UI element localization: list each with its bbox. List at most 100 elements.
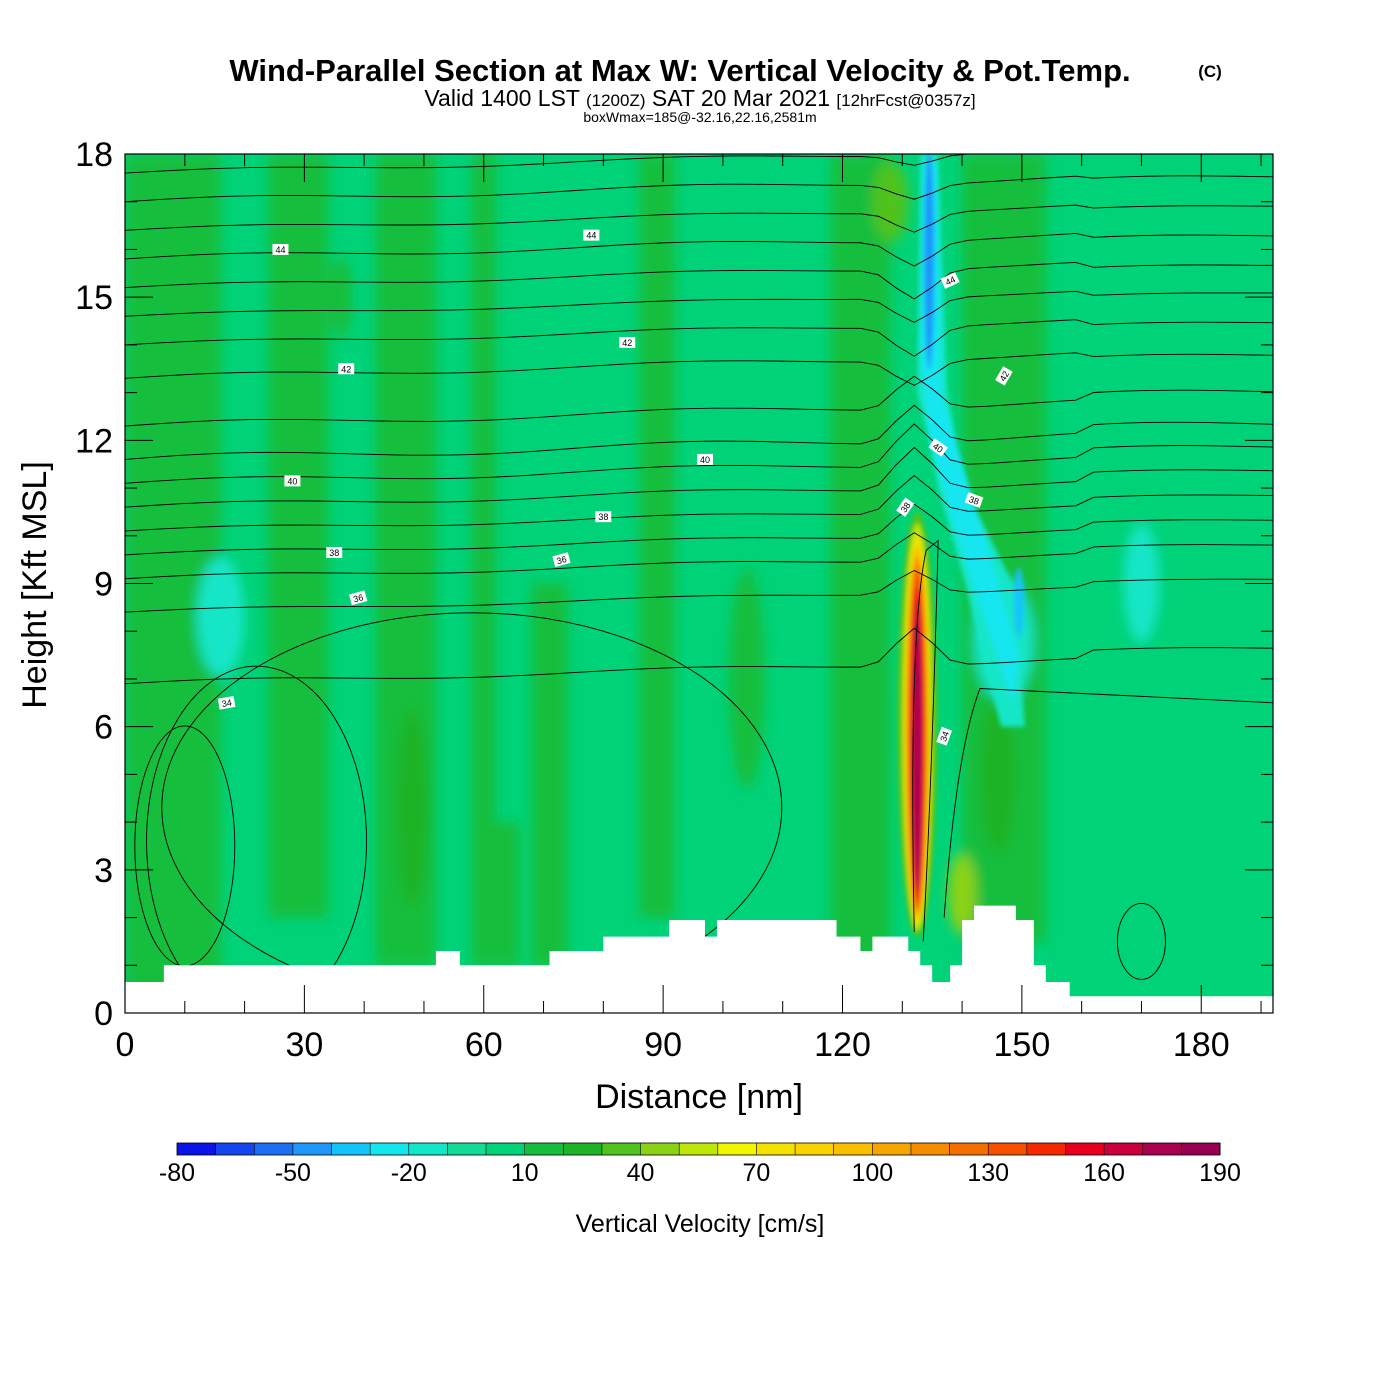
contour-labels: 44 44 44 42 42 42 40 40 40 38 38 38 38 36 36 34 34 xyxy=(217,229,1013,746)
box-wmax-note: boxWmax=185@-32.16,22.16,2581m xyxy=(583,109,816,125)
contour-label-text: 44 xyxy=(586,231,596,241)
contour-label-box xyxy=(338,363,355,375)
contour-label: 44 xyxy=(272,243,289,255)
valid-time-line: Valid 1400 LST (1200Z) SAT 20 Mar 2021 [… xyxy=(424,85,975,111)
contour-label-text: 38 xyxy=(899,500,913,514)
colorbar-tick-label: -50 xyxy=(275,1159,311,1187)
theta-contour xyxy=(125,290,1273,323)
colorbar-swatch xyxy=(524,1143,564,1155)
axis-ticks xyxy=(125,154,1273,1013)
x-tick-label: 90 xyxy=(644,1026,682,1064)
contour-label: 44 xyxy=(940,272,960,289)
contour-label-box xyxy=(552,552,571,568)
colorbar-swatch xyxy=(795,1143,835,1155)
theta-contour-lee xyxy=(943,688,1273,918)
colorbar-swatch xyxy=(679,1143,719,1155)
contour-label-box xyxy=(284,475,301,487)
field-blob xyxy=(728,568,765,789)
contour-label: 44 xyxy=(583,229,600,241)
theta-contour xyxy=(125,204,1273,233)
theta-contour xyxy=(125,154,975,174)
colorbar-tick-label: 190 xyxy=(1199,1159,1241,1187)
colorbar: -80 -50 -20 10 40 70 100 130 160 190 xyxy=(159,1142,1241,1187)
contour-label-text: 36 xyxy=(555,554,567,566)
colorbar-swatch xyxy=(408,1143,448,1155)
x-tick-label: 120 xyxy=(814,1026,871,1064)
theta-contour-closed xyxy=(1117,902,1166,980)
contour-label-text: 38 xyxy=(329,548,339,558)
colorbar-label: Vertical Velocity [cm/s] xyxy=(576,1210,825,1238)
colorbar-swatch xyxy=(1142,1143,1182,1155)
contour-label-text: 34 xyxy=(938,730,951,743)
valid-prefix: Valid 1400 LST xyxy=(424,85,580,111)
field-blob xyxy=(979,694,1016,855)
contour-label-box xyxy=(272,243,289,255)
theta-contour-updraft xyxy=(912,539,939,942)
colorbar-swatch xyxy=(177,1143,217,1155)
contour-label: 42 xyxy=(338,363,355,375)
y-tick-label: 3 xyxy=(94,852,113,890)
downdraft-core xyxy=(924,154,935,369)
contour-label-text: 42 xyxy=(998,369,1012,383)
field-band xyxy=(471,154,496,966)
contour-label-text: 34 xyxy=(221,698,233,710)
copyright-mark: (C) xyxy=(1198,62,1222,81)
y-tick-label: 9 xyxy=(94,566,113,604)
contour-label-text: 42 xyxy=(622,338,632,348)
contour-label-box xyxy=(349,590,368,606)
y-tick-label: 6 xyxy=(94,709,113,747)
colorbar-swatch xyxy=(872,1143,912,1155)
velocity-field xyxy=(125,154,1160,1013)
downdraft-secondary xyxy=(1013,567,1024,638)
y-axis-label: Height [Kft MSL] xyxy=(16,461,54,709)
contour-label: 42 xyxy=(995,366,1013,386)
colorbar-swatch xyxy=(949,1143,989,1155)
contour-label-box xyxy=(595,511,612,523)
colorbar-swatch xyxy=(486,1143,526,1155)
contour-label-box xyxy=(326,546,343,558)
valid-utc: (1200Z) xyxy=(586,91,646,110)
colorbar-swatch xyxy=(447,1143,487,1155)
colorbar-swatch xyxy=(910,1143,951,1155)
valid-date: SAT 20 Mar 2021 xyxy=(652,85,830,111)
contour-label-text: 40 xyxy=(287,476,297,486)
colorbar-swatch xyxy=(292,1143,333,1155)
colorbar-swatch xyxy=(988,1143,1028,1155)
colorbar-swatch xyxy=(717,1143,757,1155)
colorbar-swatch xyxy=(1026,1143,1066,1155)
contour-label-box xyxy=(940,272,960,289)
contour-label-box xyxy=(696,453,713,465)
colorbar-tick-label: 130 xyxy=(967,1159,1009,1187)
field-blob xyxy=(196,556,245,677)
x-tick-label: 60 xyxy=(465,1026,503,1064)
colorbar-swatch xyxy=(331,1143,371,1155)
colorbar-tick-label: 10 xyxy=(511,1159,539,1187)
forecast-info: [12hrFcst@0357z] xyxy=(836,91,975,110)
contour-label: 38 xyxy=(595,511,612,523)
y-tick-labels: 0 3 6 9 12 15 18 xyxy=(75,136,113,1033)
colorbar-tick-label: -80 xyxy=(159,1159,195,1187)
contour-label: 40 xyxy=(928,438,948,457)
theta-contour xyxy=(125,474,1273,532)
field-blob xyxy=(1123,523,1160,644)
contour-label-text: 44 xyxy=(944,274,957,287)
y-tick-label: 0 xyxy=(94,995,113,1033)
field-blob xyxy=(872,161,909,242)
theta-contour xyxy=(125,446,1273,508)
colorbar-swatch xyxy=(640,1143,680,1155)
contour-label-text: 40 xyxy=(931,441,945,455)
contour-label-text: 36 xyxy=(352,592,364,604)
theta-contour xyxy=(125,375,1273,427)
colorbar-tick-label: 160 xyxy=(1083,1159,1125,1187)
colorbar-swatch xyxy=(1104,1143,1144,1155)
chart-title: Wind-Parallel Section at Max W: Vertical… xyxy=(229,53,1130,88)
terrain-mask xyxy=(125,905,1273,1013)
contour-label: 36 xyxy=(349,590,368,606)
contour-label-text: 42 xyxy=(341,364,351,374)
contour-label-box xyxy=(619,337,636,349)
theta-contour xyxy=(125,261,1273,300)
field-blob xyxy=(948,853,977,934)
field-band xyxy=(268,154,329,918)
contour-label-text: 38 xyxy=(967,494,980,507)
